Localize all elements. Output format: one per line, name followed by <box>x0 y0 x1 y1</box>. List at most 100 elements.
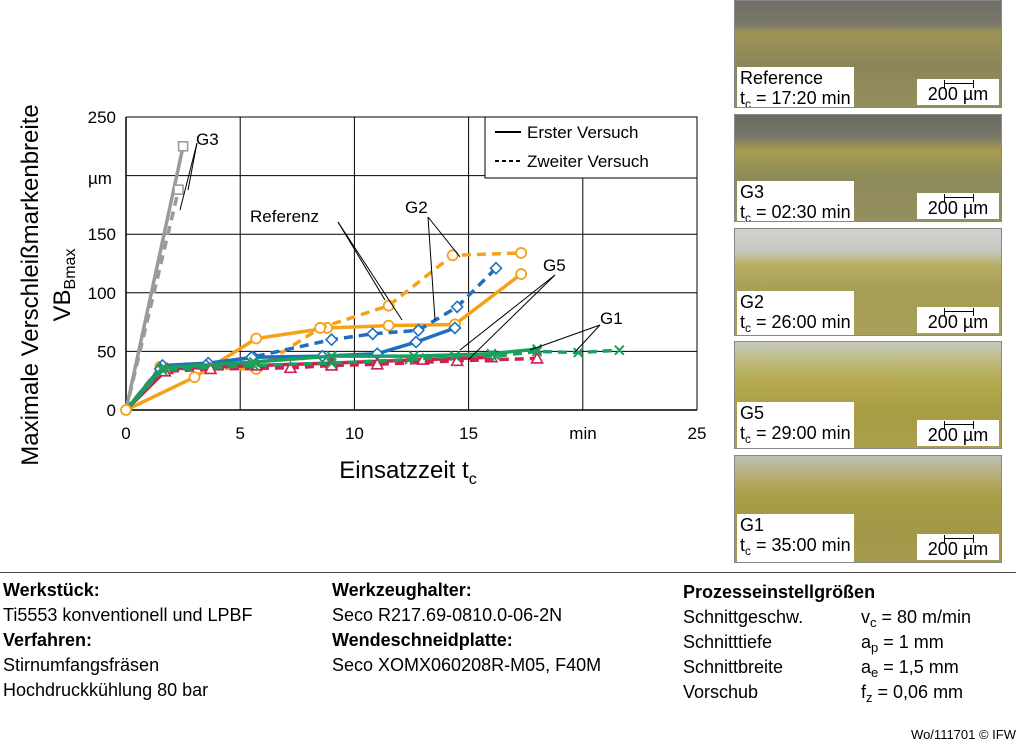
legend-box <box>484 116 698 179</box>
y-axis-unit: µm <box>88 169 112 188</box>
x-axis-label: Einsatzzeit tc <box>339 457 476 488</box>
section-divider <box>0 572 1016 573</box>
series-line <box>124 348 620 412</box>
param-row: Schnitttiefe ap = 1 mm <box>683 630 971 655</box>
data-point-circle <box>188 371 201 384</box>
x-axis-unit: min <box>569 424 596 443</box>
wear-chart: 0 50 100 150 250 0 5 10 15 25 Maximale Verschleiß… <box>17 104 707 488</box>
chart-ticks: 0 50 100 150 250 0 5 10 15 25 <box>88 108 707 443</box>
data-point-triangle <box>283 360 298 374</box>
annotation-referenz: Referenz <box>250 207 319 226</box>
tool-info: Werkzeughalter: Seco R217.69-0810.0-06-2… <box>332 578 601 678</box>
workpiece-heading: Werkstück: <box>3 580 100 600</box>
param-value: ae = 1,5 mm <box>861 657 959 680</box>
legend-second-label: Zweiter Versuch <box>527 152 649 171</box>
y-tick-label: 250 <box>88 108 116 127</box>
data-point-circle <box>446 249 459 262</box>
micrograph-g5: G5 tc = 29:00 min 200 µm <box>734 341 1002 449</box>
toolholder-heading: Werkzeughalter: <box>332 580 472 600</box>
data-point-triangle <box>203 361 218 375</box>
data-point-x <box>449 350 461 362</box>
param-name: Schnittbreite <box>683 657 784 677</box>
scale-bar: 200 µm <box>917 79 999 105</box>
chart-series <box>120 141 625 416</box>
data-point-diamond <box>411 323 425 337</box>
toolholder-value: Seco R217.69-0810.0-06-2N <box>332 605 563 625</box>
process-value-2: Hochdruckkühlung 80 bar <box>3 680 209 700</box>
micrograph-caption: G2 tc = 26:00 min <box>737 291 854 335</box>
data-point-x <box>157 364 168 376</box>
annotation-g2: G2 <box>405 198 428 217</box>
param-value: vc = 80 m/min <box>861 607 972 630</box>
y-axis-label-line1: Maximale Verschleißmarkenbreite <box>17 104 44 465</box>
scale-bar: 200 µm <box>917 420 999 446</box>
micrograph-caption: G1 tc = 35:00 min <box>737 514 854 562</box>
x-tick-label: 15 <box>459 424 478 443</box>
data-point-diamond <box>489 261 503 275</box>
micrograph-caption: G5 tc = 29:00 min <box>737 402 854 448</box>
data-point-square <box>177 141 189 152</box>
data-point-x <box>490 350 502 362</box>
data-point-circle <box>515 268 528 280</box>
param-value: ap = 1 mm <box>861 632 944 655</box>
parameters-heading: Prozesseinstellgrößen <box>683 582 876 602</box>
series-g1-second-run <box>124 345 625 412</box>
x-tick-label: 10 <box>345 424 364 443</box>
data-point-circle <box>382 319 395 332</box>
data-point-diamond <box>324 333 339 347</box>
data-point-origin <box>120 404 132 416</box>
y-tick-label: 0 <box>107 401 116 420</box>
data-point-triangle <box>450 353 465 367</box>
series-line <box>124 326 456 412</box>
data-point-x <box>404 354 415 365</box>
param-row: Schnittbreite ae = 1,5 mm <box>683 655 971 680</box>
process-heading: Verfahren: <box>3 630 93 650</box>
data-point-diamond <box>366 327 380 341</box>
data-point-x <box>248 360 260 371</box>
insert-heading: Wendeschneidplatte: <box>332 630 513 650</box>
data-point-x <box>157 362 168 374</box>
y-tick-label: 100 <box>88 284 116 303</box>
param-value: fz = 0,06 mm <box>861 682 964 705</box>
y-tick-label: 150 <box>88 225 116 244</box>
micrograph-reference: Reference tc = 17:20 min 200 µm <box>734 0 1002 108</box>
param-name: Vorschub <box>683 682 759 702</box>
data-point-diamond <box>409 335 423 349</box>
param-name: Schnittgeschw. <box>683 607 804 627</box>
legend-first-label: Erster Versuch <box>527 123 639 142</box>
param-name: Schnitttiefe <box>683 632 773 652</box>
annotation-g5: G5 <box>543 256 566 275</box>
workpiece-value: Ti5553 konventionell und LPBF <box>3 605 253 625</box>
data-point-circle <box>314 322 327 334</box>
annotation-g3: G3 <box>196 130 219 149</box>
y-tick-label: 50 <box>97 342 116 361</box>
data-point-triangle <box>530 351 544 364</box>
micrograph-caption: Reference tc = 17:20 min <box>737 67 854 107</box>
process-parameters: Prozesseinstellgrößen Schnittgeschw. vc =… <box>683 580 971 705</box>
scale-bar: 200 µm <box>917 193 999 219</box>
data-point-circle <box>515 247 528 259</box>
insert-value: Seco XOMX060208R-M05, F40M <box>332 655 602 675</box>
data-point-diamond <box>450 300 464 314</box>
micrograph-g1: G1 tc = 35:00 min 200 µm <box>734 455 1002 563</box>
legend: Erster Versuch Zweiter Versuch <box>484 116 698 179</box>
x-tick-label: 5 <box>235 424 244 443</box>
param-row: Schnittgeschw. vc = 80 m/min <box>683 605 971 630</box>
data-point-diamond <box>448 321 462 335</box>
data-point-x <box>573 347 584 358</box>
data-point-x <box>326 357 337 369</box>
workpiece-info: Werkstück: Ti5553 konventionell und LPBF… <box>3 578 253 703</box>
micrograph-g3: G3 tc = 02:30 min 200 µm <box>734 114 1002 222</box>
param-row: Vorschub fz = 0,06 mm <box>683 680 971 705</box>
y-axis-label-line2: VBBmax <box>49 249 79 322</box>
annotation-leaders <box>179 142 601 361</box>
scale-bar: 200 µm <box>917 307 999 333</box>
series-line <box>124 189 181 411</box>
micrograph-caption: G3 tc = 02:30 min <box>737 181 854 221</box>
process-value-1: Stirnumfangsfräsen <box>3 655 160 675</box>
x-tick-label: 0 <box>121 424 130 443</box>
data-point-circle <box>250 332 263 345</box>
series-g3-second-run <box>124 184 184 411</box>
x-tick-label: 25 <box>688 424 707 443</box>
annotation-g1: G1 <box>600 309 623 328</box>
